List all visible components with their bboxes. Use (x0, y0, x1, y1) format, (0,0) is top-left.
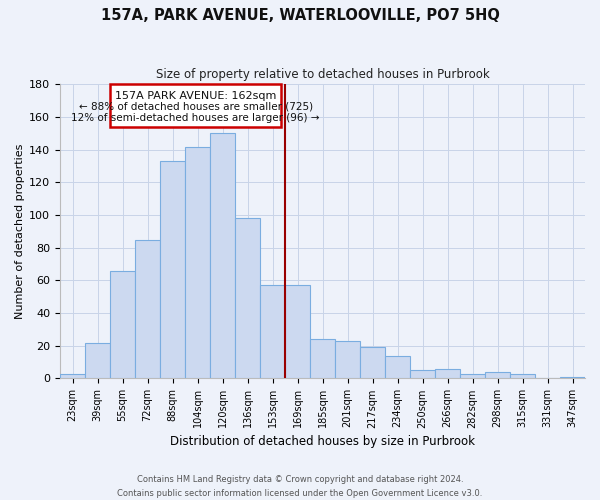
Bar (360, 348, 385, 378)
Bar (110, 270, 135, 378)
Bar (435, 368, 460, 378)
Bar (185, 146, 210, 378)
Bar (310, 340, 335, 378)
Title: Size of property relative to detached houses in Purbrook: Size of property relative to detached ho… (155, 68, 490, 80)
Y-axis label: Number of detached properties: Number of detached properties (15, 144, 25, 319)
Bar (385, 356, 410, 378)
Text: 157A, PARK AVENUE, WATERLOOVILLE, PO7 5HQ: 157A, PARK AVENUE, WATERLOOVILLE, PO7 5H… (101, 8, 499, 22)
Bar (135, 240, 160, 378)
Bar (210, 134, 235, 378)
Bar (85, 342, 110, 378)
Text: ← 88% of detached houses are smaller (725): ← 88% of detached houses are smaller (72… (79, 102, 313, 112)
Bar (160, 161, 185, 378)
X-axis label: Distribution of detached houses by size in Purbrook: Distribution of detached houses by size … (170, 434, 475, 448)
Bar (285, 286, 310, 378)
Bar (60, 374, 85, 378)
Bar (335, 341, 360, 378)
Text: Contains HM Land Registry data © Crown copyright and database right 2024.
Contai: Contains HM Land Registry data © Crown c… (118, 476, 482, 498)
Bar (460, 374, 485, 378)
Bar (485, 372, 510, 378)
Text: 157A PARK AVENUE: 162sqm: 157A PARK AVENUE: 162sqm (115, 91, 277, 101)
Bar (235, 218, 260, 378)
Bar (410, 370, 435, 378)
Bar (260, 286, 285, 378)
Text: 12% of semi-detached houses are larger (96) →: 12% of semi-detached houses are larger (… (71, 113, 320, 123)
Bar (560, 377, 585, 378)
FancyBboxPatch shape (110, 84, 281, 127)
Bar (510, 374, 535, 378)
